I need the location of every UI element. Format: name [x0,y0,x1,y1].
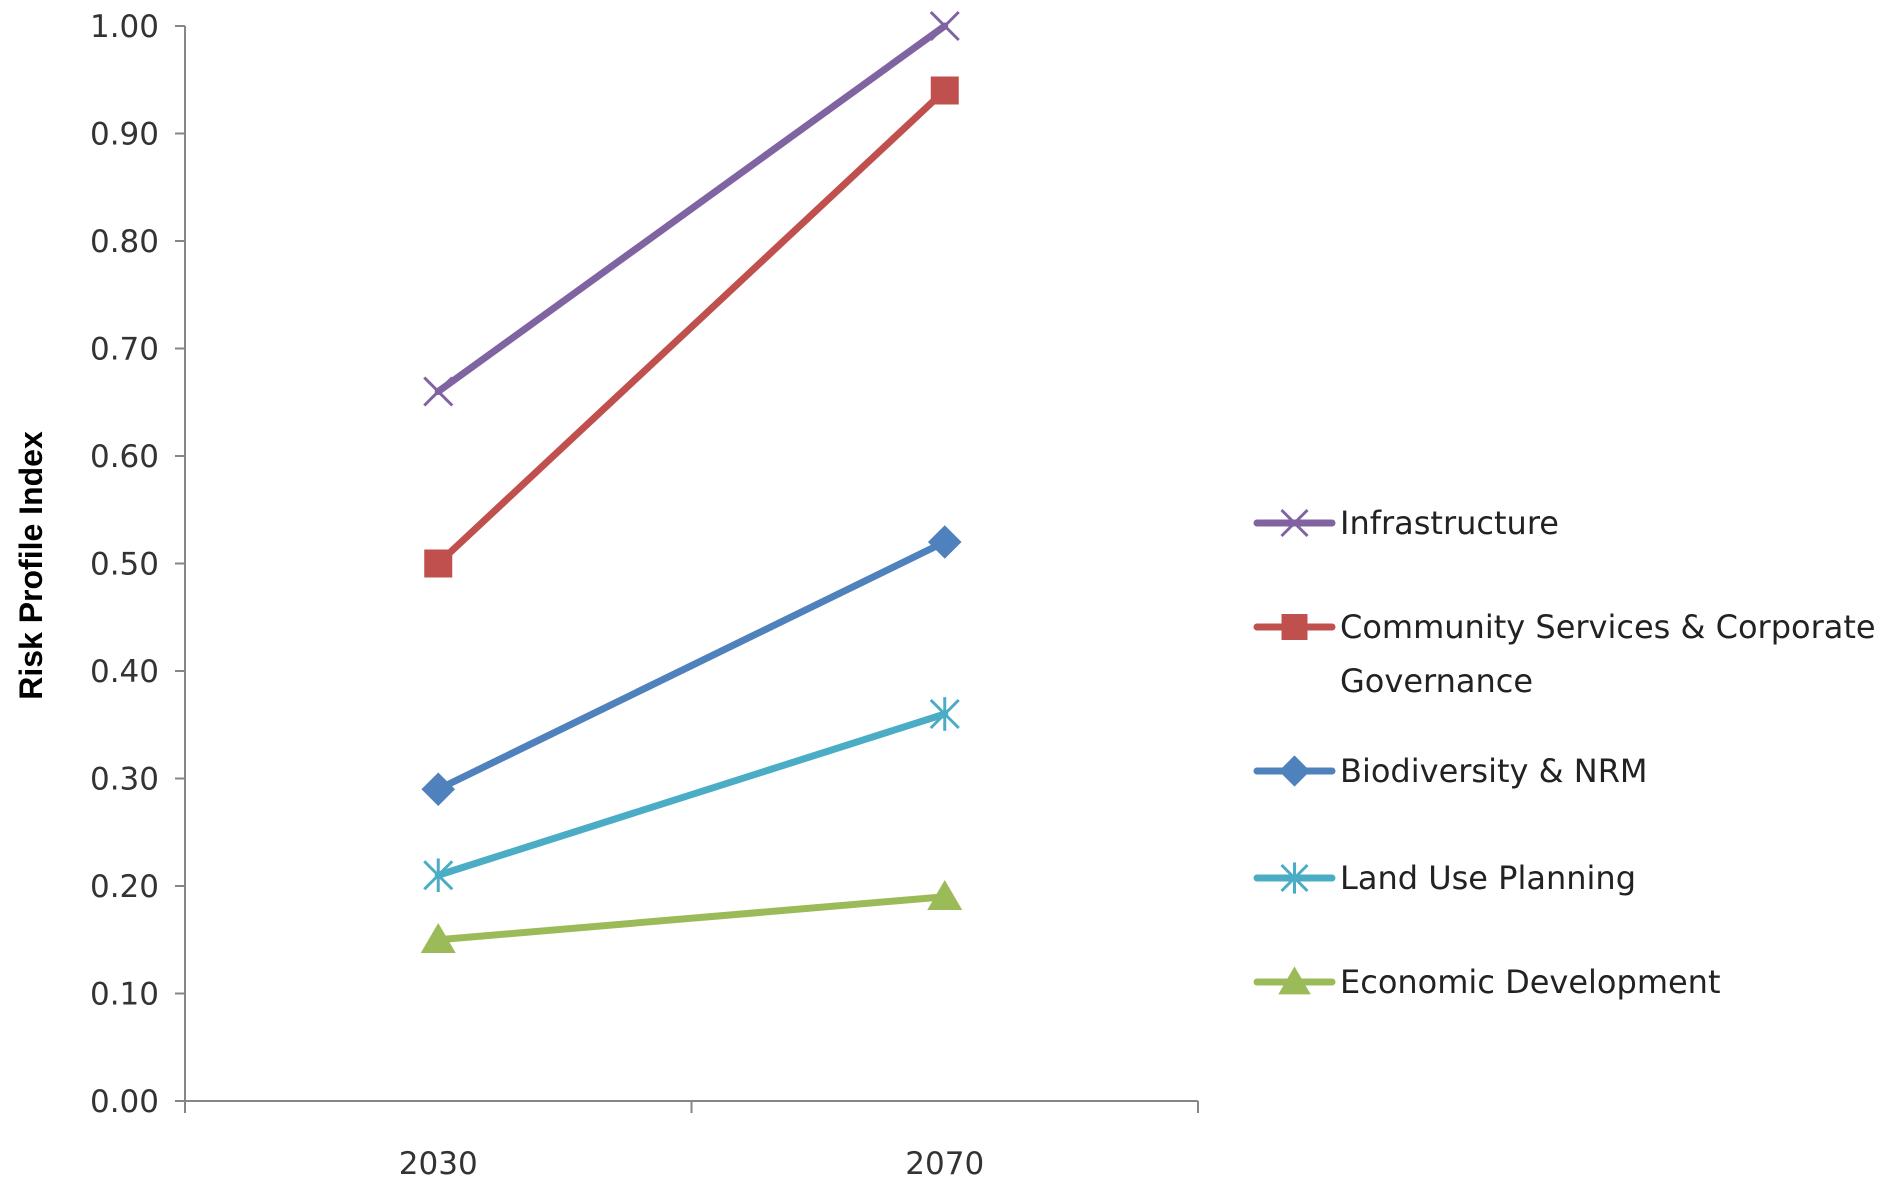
y-tick-label: 0.40 [90,654,159,690]
series-line [434,87,949,567]
legend-swatch-marker [1278,755,1311,787]
data-point-marker [930,76,959,105]
data-point-marker [929,10,960,42]
data-point-marker [929,697,960,731]
y-tick-label: 0.30 [90,762,159,798]
legend-item: Biodiversity & NRM [1253,752,1648,790]
series-lines [434,22,949,944]
marker-stroke [1280,508,1309,538]
data-point-marker [927,879,963,911]
legend-label-line: Biodiversity & NRM [1340,752,1648,790]
y-tick-label: 0.10 [90,977,159,1013]
y-tick-label: 0.00 [90,1084,159,1120]
data-point-marker [424,549,453,578]
y-tick-label: 1.00 [90,9,159,45]
y-tick-label: 0.50 [90,547,159,583]
x-tick-label: 2070 [905,1146,984,1182]
axes: 0.00 0.10 0.20 0.30 0.40 0.50 0.60 0.70 0.80 0.90… [90,9,1199,1182]
legend-swatch-marker [1281,614,1308,640]
data-point-marker [420,922,456,954]
legend: Infrastructure Community Services & Corpo… [1253,504,1876,1001]
legend-label: Economic Development [1340,963,1721,1001]
legend-label-line: Governance [1340,662,1533,700]
legend-item: Economic Development [1253,963,1721,1001]
y-tick-label: 0.70 [90,332,159,368]
legend-swatch-marker [1280,862,1309,894]
y-tick-label: 0.60 [90,439,159,475]
legend-label-line: Land Use Planning [1340,859,1636,897]
data-point-marker [421,772,456,807]
legend-label-line: Community Services & Corporate [1340,608,1876,646]
y-tick-label: 0.90 [90,117,159,153]
series-markers [420,10,963,954]
marker-stroke [423,376,454,407]
legend-item: Community Services & Corporate Governance [1253,608,1876,700]
y-tick-label: 0.20 [90,869,159,905]
legend-label: Land Use Planning [1340,859,1636,897]
legend-swatch-marker [1278,966,1311,995]
data-point-marker [423,858,454,893]
series-line [434,22,949,395]
x-tick-label: 2030 [399,1146,478,1182]
legend-label: Community Services & Corporate Governance [1340,608,1876,700]
legend-item: Land Use Planning [1253,859,1636,897]
legend-label-line: Infrastructure [1340,504,1559,542]
y-tick-label: 0.80 [90,224,159,260]
data-point-marker [927,525,962,559]
series-line [434,538,949,793]
legend-swatch-marker [1280,508,1309,538]
legend-label: Infrastructure [1340,504,1559,542]
legend-label: Biodiversity & NRM [1340,752,1648,790]
data-point-marker [423,376,454,407]
legend-label-line: Economic Development [1340,963,1721,1001]
series-line [434,710,949,879]
marker-stroke [929,10,960,42]
series-line [434,893,949,944]
y-axis-title: Risk Profile Index [13,431,49,700]
legend-item: Infrastructure [1253,504,1559,542]
